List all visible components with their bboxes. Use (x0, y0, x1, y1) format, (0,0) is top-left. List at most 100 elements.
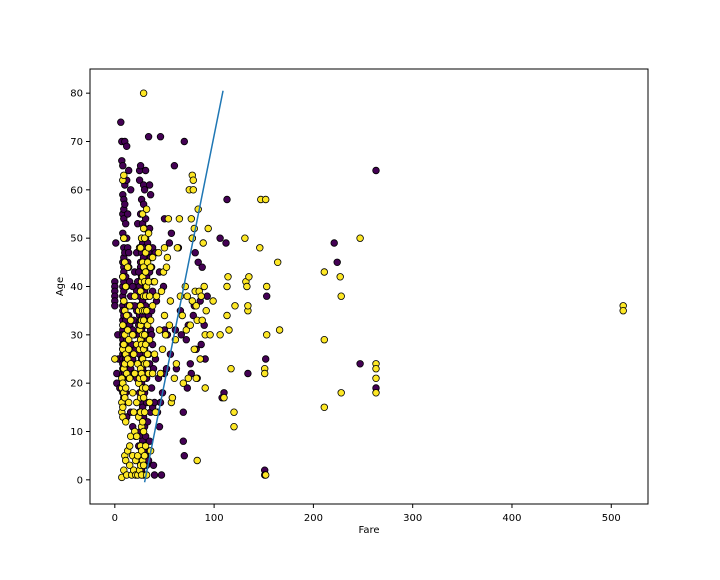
scatter-point (231, 302, 239, 310)
scatter-point (158, 345, 167, 353)
scatter-point (183, 292, 191, 300)
scatter-point (262, 355, 270, 363)
scatter-point (222, 239, 230, 247)
scatter-point (172, 360, 181, 368)
scatter-point (157, 471, 166, 479)
scatter-point (157, 287, 166, 295)
scatter-point (126, 316, 135, 324)
scatter-point (199, 239, 207, 247)
scatter-point (139, 394, 148, 402)
scatter-point (145, 292, 154, 300)
y-axis-ticks: 0 10 20 30 40 50 60 70 80 (70, 89, 90, 486)
scatter-point (263, 331, 271, 339)
scatter-point (243, 282, 251, 291)
scatter-point (156, 369, 165, 378)
scatter-point (196, 355, 204, 363)
scatter-point (164, 215, 173, 223)
scatter-point (263, 292, 271, 300)
scatter-point (256, 244, 264, 252)
scatter-point (145, 181, 154, 189)
scatter-point (216, 331, 224, 339)
scatter-point (230, 408, 238, 416)
x-tick-label: 500 (602, 513, 621, 524)
scatter-point (197, 340, 205, 349)
scatter-point (170, 161, 179, 170)
scatter-point (179, 379, 187, 387)
scatter-point (201, 384, 209, 392)
scatter-point (126, 360, 135, 368)
fit-line (143, 90, 224, 483)
scatter-point (124, 345, 133, 353)
scatter-point (124, 248, 133, 257)
scatter-point (139, 374, 148, 382)
scatter-point (224, 273, 232, 281)
scatter-point (372, 166, 380, 175)
scatter-point (372, 374, 380, 382)
scatter-point (372, 389, 380, 397)
scatter-point (189, 311, 197, 320)
scatter-point (125, 374, 134, 382)
scatter-point (194, 258, 202, 266)
scatter-point (206, 331, 214, 339)
scatter-point (274, 258, 282, 266)
scatter-point (123, 326, 132, 334)
scatter-point (128, 389, 137, 397)
scatter-point (145, 336, 154, 344)
scatter-point (333, 258, 341, 266)
scatter-point (111, 302, 119, 310)
scatter-point (320, 268, 328, 276)
x-axis-ticks: 0 100 200 300 400 500 (112, 504, 621, 524)
y-tick-label: 10 (70, 427, 83, 438)
scatter-point (141, 166, 150, 175)
scatter-point (150, 350, 159, 358)
y-tick-label: 70 (70, 137, 83, 148)
scatter-point (337, 292, 345, 300)
scatter-point (184, 374, 192, 382)
scatter-point (124, 398, 133, 407)
y-tick-label: 0 (77, 475, 83, 486)
scatter-point (128, 331, 137, 339)
scatter-point (161, 331, 170, 339)
scatter-point (320, 336, 328, 344)
scatter-point (149, 461, 158, 469)
scatter-point (148, 369, 157, 378)
scatter-point (241, 234, 249, 242)
scatter-point (262, 195, 270, 204)
scatter-point (192, 302, 200, 310)
scatter-point (141, 340, 150, 349)
scatter-point (220, 394, 228, 402)
scatter-point (178, 311, 186, 320)
scatter-point (135, 176, 144, 184)
scatter-point (170, 374, 179, 382)
scatter-point (230, 423, 238, 431)
scatter-point (263, 282, 271, 291)
scatter-point (120, 171, 128, 179)
scatter-point (125, 461, 134, 469)
scatter-point (156, 132, 165, 141)
scatter-point (111, 355, 119, 363)
scatter-point (122, 311, 131, 320)
scatter-point (139, 427, 148, 436)
scatter-point (186, 360, 194, 368)
scatter-point (124, 336, 133, 344)
scatter-point (244, 369, 252, 378)
scatter-point (166, 297, 175, 305)
scatter-point (119, 273, 127, 281)
scatter-point (143, 350, 152, 358)
scatter-point (180, 137, 188, 146)
scatter-point (356, 234, 364, 242)
scatter-point (140, 186, 149, 194)
scatter-point (202, 307, 210, 315)
scatter-point (142, 360, 151, 368)
scatter-point (121, 219, 130, 228)
y-tick-label: 20 (70, 379, 83, 390)
x-tick-label: 0 (112, 513, 118, 524)
scatter-point (139, 89, 148, 97)
scatter-point (189, 176, 197, 184)
scatter-point (125, 302, 134, 310)
x-tick-label: 200 (304, 513, 323, 524)
x-tick-label: 300 (403, 513, 422, 524)
scatter-point (165, 239, 174, 247)
scatter-point (165, 321, 174, 329)
scatter-point (216, 234, 224, 242)
